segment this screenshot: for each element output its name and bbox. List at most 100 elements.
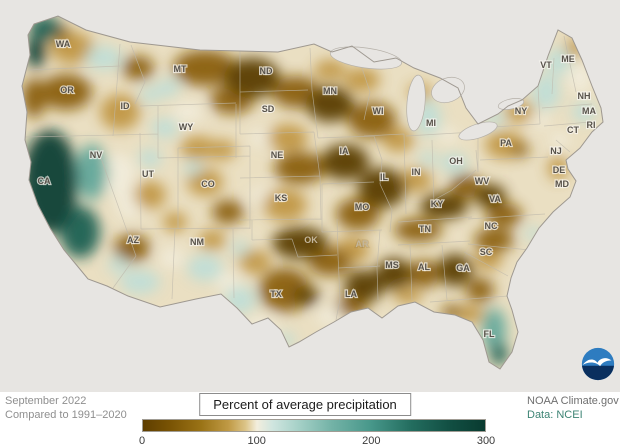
precip-anomaly-blob: [511, 143, 529, 157]
state-label-ok: OK: [304, 235, 318, 245]
precip-anomaly-blob: [134, 181, 166, 209]
precip-anomaly-blob: [474, 228, 514, 252]
state-label-oh: OH: [449, 156, 463, 166]
map-period: September 2022: [5, 395, 87, 407]
state-label-mo: MO: [355, 202, 370, 212]
precip-anomaly-blob: [184, 161, 202, 175]
noaa-emblem-icon: [581, 347, 615, 381]
precip-anomaly-blob: [272, 227, 328, 259]
state-label-ga: GA: [456, 263, 470, 273]
precip-anomaly-blob: [348, 102, 396, 138]
precip-anomaly-blob: [344, 270, 384, 302]
seagull-icon: [582, 358, 612, 367]
state-label-sd: SD: [262, 104, 275, 114]
precip-anomaly-blob: [394, 288, 422, 304]
state-label-de: DE: [553, 165, 566, 175]
precip-anomaly-blob: [400, 168, 432, 192]
precip-anomaly-blob: [160, 248, 184, 268]
precip-anomaly-blob: [76, 144, 108, 200]
precip-anomaly-blob: [382, 128, 414, 152]
precip-anomaly-blob: [100, 153, 136, 197]
precip-anomaly-blob: [306, 86, 354, 122]
precip-anomaly-blob: [163, 212, 187, 232]
precip-anomaly-blob: [86, 46, 122, 70]
state-label-sc: SC: [480, 247, 493, 257]
state-label-wa: WA: [56, 39, 71, 49]
precip-anomaly-blob: [321, 144, 369, 180]
colorbar-gradient: [142, 419, 486, 432]
precip-anomaly-blob: [344, 68, 380, 92]
lake-ontario: [497, 98, 525, 110]
state-label-il: IL: [380, 172, 389, 182]
state-label-ks: KS: [275, 193, 288, 203]
precip-anomaly-blob: [474, 250, 502, 270]
map-svg: WA OR ID MT WY NV UT CA AZ NM CO ND SD NE KS OK TX MN IA MO…: [0, 0, 620, 392]
precip-anomaly-blob: [376, 258, 412, 290]
state-label-ma: MA: [582, 106, 596, 116]
state-label-nc: NC: [485, 221, 498, 231]
lake-superior: [329, 46, 403, 70]
state-label-nj: NJ: [550, 146, 562, 156]
map-baseline: Compared to 1991–2020: [5, 409, 127, 421]
precip-anomaly-blob: [474, 184, 506, 208]
state-label-mi: MI: [426, 118, 436, 128]
colorbar-tick-label: 100: [247, 435, 266, 445]
precip-anomaly-blob: [336, 198, 380, 230]
state-labels: WA OR ID MT WY NV UT CA AZ NM CO ND SD NE KS OK TX MN IA MO…: [36, 38, 597, 340]
precip-anomaly-blob: [224, 58, 280, 98]
precip-anomaly-blob: [198, 230, 226, 250]
precip-anomaly-blob: [440, 153, 468, 173]
lake-michigan: [406, 74, 426, 132]
lake-huron: [431, 76, 465, 104]
precip-anomaly-blob: [151, 118, 179, 138]
precip-anomaly-blob: [212, 200, 244, 224]
precip-anomaly-blob: [60, 206, 100, 258]
state-label-tn: TN: [419, 224, 431, 234]
great-lakes: [329, 46, 525, 141]
precip-anomaly-blob: [482, 308, 506, 352]
precip-anomaly-blob: [268, 124, 308, 152]
precip-anomaly-blob: [122, 56, 154, 80]
noaa-logo: [581, 347, 615, 381]
state-label-az: AZ: [127, 235, 139, 245]
precip-anomaly-blob: [138, 149, 162, 167]
map-attribution-left: September 2022 Compared to 1991–2020: [5, 394, 127, 422]
map-attribution-right: NOAA Climate.gov Data: NCEI: [527, 394, 619, 422]
precip-anomaly-blob: [466, 278, 494, 302]
state-label-md: MD: [555, 179, 569, 189]
colorbar-title: Percent of average precipitation: [199, 393, 411, 416]
precip-anomaly-blob: [438, 127, 458, 143]
precip-anomaly-blob: [100, 94, 140, 130]
precip-anomaly-blob: [231, 241, 249, 255]
state-borders: [23, 35, 593, 321]
state-label-mn: MN: [323, 86, 337, 96]
state-label-wi: WI: [373, 106, 384, 116]
data-source-text: Data: NCEI: [527, 409, 583, 421]
state-label-ct: CT: [567, 125, 579, 135]
colorbar-tick-label: 300: [476, 435, 496, 445]
state-label-wv: WV: [475, 176, 490, 186]
precip-anomaly-blob: [437, 254, 473, 286]
precip-anomaly-blob: [450, 174, 482, 198]
precip-anomaly-blob: [140, 87, 160, 103]
precip-anomaly-blob: [293, 286, 319, 306]
state-label-me: ME: [561, 54, 575, 64]
state-label-ia: IA: [340, 146, 350, 156]
precip-anomaly-blob: [408, 260, 440, 288]
precip-anomaly-blob: [173, 50, 237, 86]
precip-anomaly-blob: [263, 189, 307, 221]
state-label-la: LA: [345, 289, 357, 299]
state-label-id: ID: [121, 101, 131, 111]
precip-anomaly-blob: [550, 132, 570, 148]
precip-anomaly-blob: [114, 234, 150, 262]
precip-anomaly-blob: [239, 250, 271, 274]
state-label-ut: UT: [142, 169, 154, 179]
precip-anomaly-blob: [187, 255, 223, 281]
precip-anomaly-blob: [108, 257, 128, 273]
state-label-vt: VT: [540, 60, 552, 70]
state-label-nm: NM: [190, 237, 204, 247]
precip-anomaly-blob: [180, 136, 216, 160]
state-label-tx: TX: [270, 289, 282, 299]
state-label-fl: FL: [484, 329, 495, 339]
